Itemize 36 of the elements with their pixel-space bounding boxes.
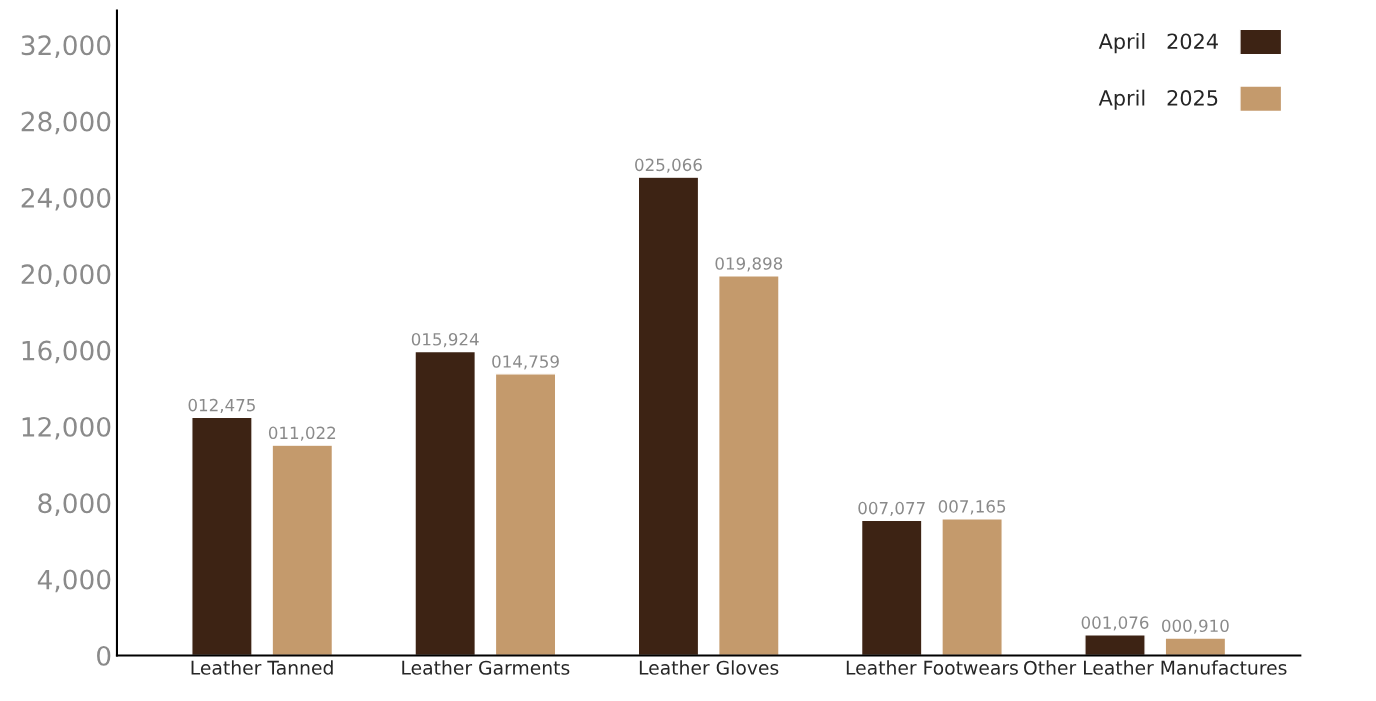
bar [860, 519, 923, 656]
legend-label: April 2025 [1098, 89, 1218, 110]
y-tick-label: 24,000 [21, 187, 111, 211]
bar [717, 275, 780, 656]
y-tick-label: 0 [97, 645, 111, 666]
bar [1084, 634, 1146, 656]
data-label: 007,077 [858, 501, 925, 517]
y-tick-label: 4,000 [37, 569, 111, 593]
data-label: 012,475 [188, 398, 255, 414]
data-label: 011,022 [268, 426, 336, 441]
data-label: 019,898 [715, 257, 783, 272]
y-tick-label: 8,000 [38, 493, 111, 516]
x-tick-label: Leather Tanned [191, 660, 333, 675]
bar [494, 373, 557, 656]
y-tick-label: 12,000 [22, 416, 111, 440]
data-label: 015,924 [411, 332, 479, 348]
data-label: 007,165 [938, 500, 1006, 515]
y-tick-label: 28,000 [21, 111, 111, 135]
bar [191, 416, 253, 656]
y-tick-label: 16,000 [22, 340, 111, 364]
data-label: 000,910 [1162, 619, 1229, 634]
bar [271, 444, 334, 656]
x-tick-label: Other Leather Manufactures [1024, 660, 1287, 675]
legend-label: April 2024 [1098, 33, 1218, 54]
data-label: 014,759 [492, 355, 559, 370]
x-tick-label: Leather Garments [402, 660, 570, 675]
bar [941, 518, 1003, 656]
bar [1164, 637, 1227, 656]
y-tick-label: 20,000 [21, 264, 111, 287]
data-label: 025,066 [635, 158, 702, 173]
y-tick-label: 32,000 [21, 35, 111, 58]
bar [637, 176, 700, 656]
bar [414, 350, 477, 656]
x-tick-label: Leather Gloves [639, 660, 779, 675]
data-label: 001,076 [1081, 616, 1149, 631]
x-tick-label: Leather Footwears [846, 660, 1018, 675]
